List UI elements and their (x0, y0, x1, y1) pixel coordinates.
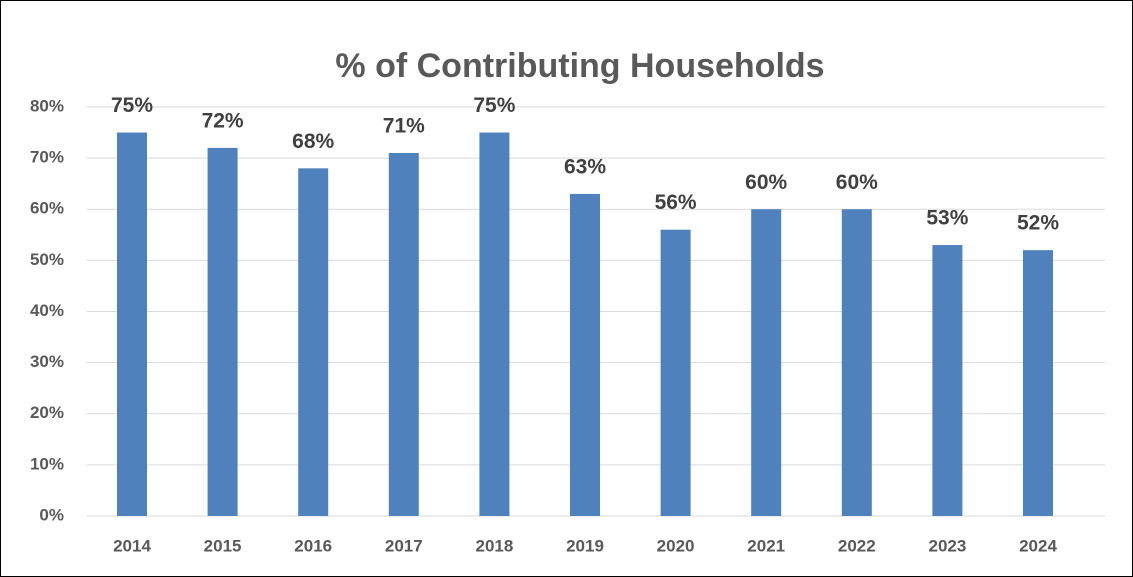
y-tick-label: 20% (30, 403, 64, 422)
data-label: 53% (926, 207, 968, 230)
x-tick-label: 2015 (204, 536, 242, 555)
x-tick-label: 2022 (838, 536, 876, 555)
x-tick-label: 2018 (475, 536, 513, 555)
x-tick-label: 2019 (566, 536, 604, 555)
data-label: 75% (111, 94, 153, 117)
x-tick-label: 2021 (747, 536, 785, 555)
data-label: 60% (745, 171, 787, 194)
bar (117, 132, 147, 516)
bar (207, 147, 238, 516)
bar (932, 245, 963, 516)
x-tick-label: 2020 (657, 536, 695, 555)
x-tick-label: 2017 (385, 536, 423, 555)
data-label: 52% (1017, 212, 1059, 235)
bar (660, 229, 691, 516)
bar (841, 209, 872, 516)
x-tick-label: 2014 (113, 536, 151, 555)
y-tick-label: 30% (30, 352, 64, 371)
y-tick-label: 80% (30, 96, 64, 115)
data-label: 60% (836, 171, 878, 194)
data-label: 68% (292, 130, 334, 153)
data-label: 63% (564, 155, 606, 178)
bar (1023, 250, 1053, 516)
x-tick-label: 2016 (294, 536, 332, 555)
bar (298, 168, 329, 516)
x-tick-label: 2024 (1019, 536, 1057, 555)
bar (570, 193, 600, 516)
y-tick-label: 70% (30, 148, 64, 167)
bar (751, 209, 782, 516)
data-label: 56% (655, 191, 697, 214)
bar (479, 132, 510, 516)
y-tick-label: 10% (30, 454, 64, 473)
x-tick-label: 2023 (928, 536, 966, 555)
chart-title: % of Contributing Households (335, 47, 824, 85)
y-tick-label: 40% (30, 301, 64, 320)
data-label: 75% (473, 94, 515, 117)
y-tick-label: 60% (30, 199, 64, 218)
bar (388, 153, 419, 516)
data-label: 71% (383, 115, 425, 138)
y-tick-label: 0% (39, 505, 64, 524)
y-tick-label: 50% (30, 250, 64, 269)
data-label: 72% (202, 109, 244, 132)
